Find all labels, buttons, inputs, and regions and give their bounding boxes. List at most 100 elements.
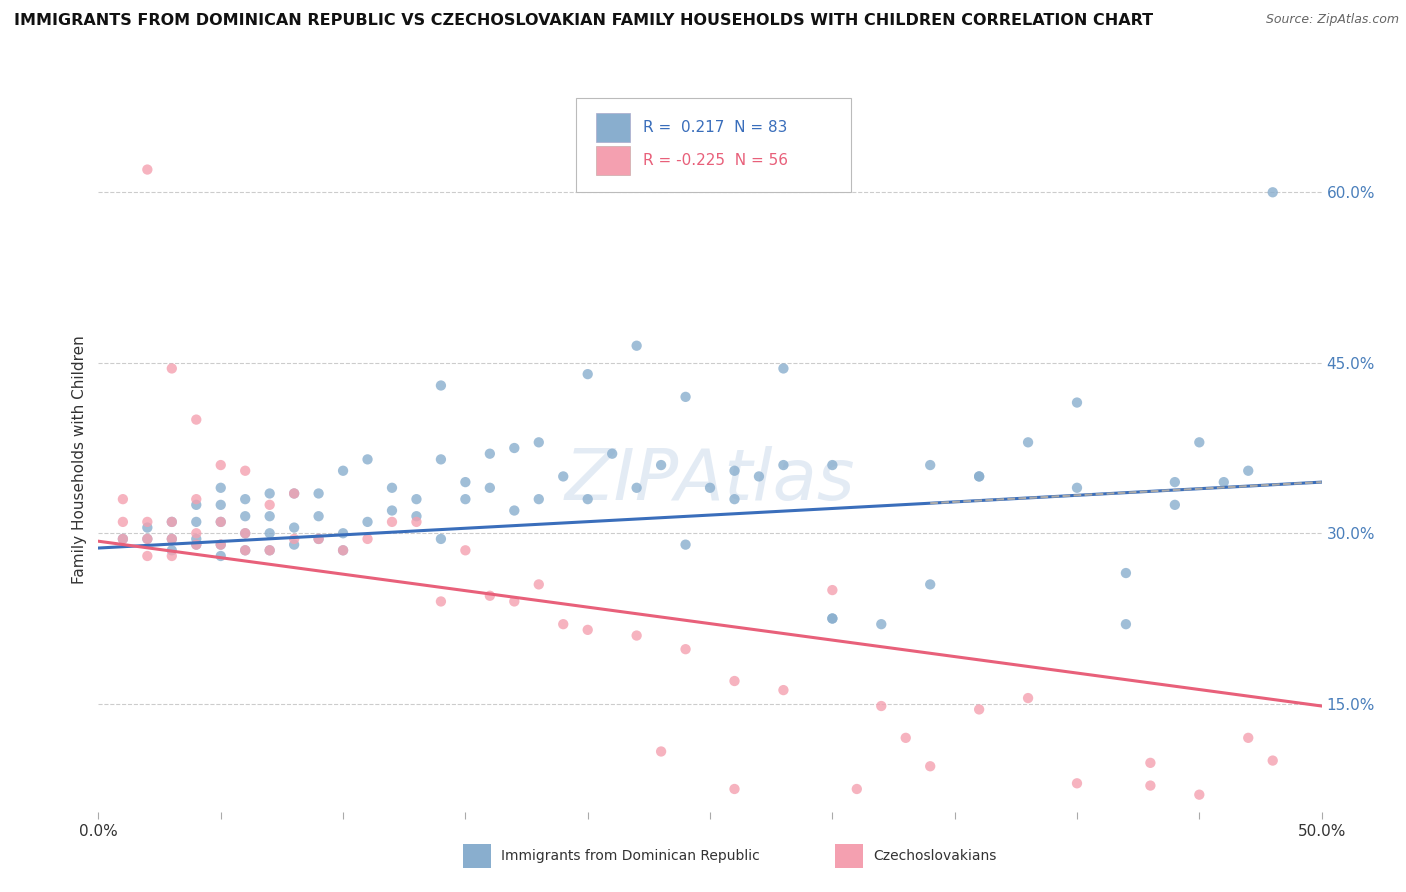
Point (259, 543, 281, 558)
Point (332, 543, 354, 558)
Point (576, 492, 599, 507)
Point (233, 543, 256, 558)
Point (209, 538, 232, 552)
Point (356, 532, 378, 546)
Point (626, 481, 648, 495)
Point (405, 509, 427, 524)
Point (454, 475, 477, 489)
Point (553, 469, 575, 483)
Point (503, 503, 526, 517)
Point (626, 339, 648, 353)
Point (381, 503, 404, 517)
Point (160, 515, 183, 529)
Point (967, 469, 990, 483)
Point (111, 515, 134, 529)
Point (283, 538, 305, 552)
Point (136, 515, 159, 529)
Point (136, 162, 159, 177)
Point (1188, 788, 1211, 802)
Point (160, 532, 183, 546)
Point (650, 744, 672, 758)
Point (430, 452, 453, 467)
Point (920, 577, 942, 591)
Point (626, 628, 648, 642)
Point (283, 486, 305, 500)
Point (381, 515, 404, 529)
Point (527, 577, 550, 591)
Point (160, 515, 183, 529)
Point (186, 538, 208, 552)
Point (186, 492, 208, 507)
Point (308, 532, 330, 546)
Point (967, 702, 990, 716)
Point (675, 538, 697, 552)
Point (209, 515, 232, 529)
Point (332, 543, 354, 558)
Point (478, 447, 501, 461)
Text: IMMIGRANTS FROM DOMINICAN REPUBLIC VS CZECHOSLOVAKIAN FAMILY HOUSEHOLDS WITH CHI: IMMIGRANTS FROM DOMINICAN REPUBLIC VS CZ… (14, 13, 1153, 29)
Text: Czechoslovakians: Czechoslovakians (873, 849, 997, 863)
Point (478, 589, 501, 603)
Point (186, 526, 208, 541)
Point (308, 486, 330, 500)
Point (772, 683, 794, 698)
Point (283, 486, 305, 500)
Point (772, 458, 794, 472)
Point (209, 538, 232, 552)
Point (136, 549, 159, 563)
Point (405, 515, 427, 529)
Point (675, 642, 697, 657)
Point (356, 452, 378, 467)
Point (1115, 566, 1137, 580)
Point (821, 583, 844, 598)
Point (136, 532, 159, 546)
Point (600, 447, 623, 461)
Point (821, 611, 844, 625)
Point (553, 617, 575, 632)
Point (233, 492, 256, 507)
Point (1066, 481, 1088, 495)
Point (186, 515, 208, 529)
Point (186, 412, 208, 426)
Point (699, 481, 721, 495)
Point (748, 469, 770, 483)
Point (1237, 464, 1260, 478)
Point (259, 498, 281, 512)
Point (1066, 395, 1088, 409)
Point (1115, 617, 1137, 632)
Point (845, 782, 868, 797)
Point (405, 492, 427, 507)
Text: R = -0.225  N = 56: R = -0.225 N = 56 (643, 153, 787, 168)
Point (332, 526, 354, 541)
Point (1188, 435, 1211, 450)
Point (1017, 691, 1039, 706)
Point (723, 782, 745, 797)
Point (136, 520, 159, 534)
Text: ZIPAtlas: ZIPAtlas (565, 446, 855, 515)
Point (259, 509, 281, 524)
Point (723, 464, 745, 478)
Point (1237, 731, 1260, 745)
Point (233, 543, 256, 558)
Point (894, 731, 917, 745)
Point (1066, 776, 1088, 790)
Point (821, 458, 844, 472)
Point (1164, 475, 1187, 489)
Text: Immigrants from Dominican Republic: Immigrants from Dominican Republic (501, 849, 759, 863)
Point (186, 498, 208, 512)
Point (160, 532, 183, 546)
Point (576, 367, 599, 381)
Point (723, 673, 745, 688)
Text: Source: ZipAtlas.com: Source: ZipAtlas.com (1265, 13, 1399, 27)
Point (381, 481, 404, 495)
Point (136, 532, 159, 546)
Point (186, 532, 208, 546)
Point (1261, 186, 1284, 200)
Point (259, 486, 281, 500)
Point (259, 526, 281, 541)
Point (772, 361, 794, 376)
Point (503, 594, 526, 608)
Point (454, 543, 477, 558)
Point (454, 492, 477, 507)
Point (233, 526, 256, 541)
